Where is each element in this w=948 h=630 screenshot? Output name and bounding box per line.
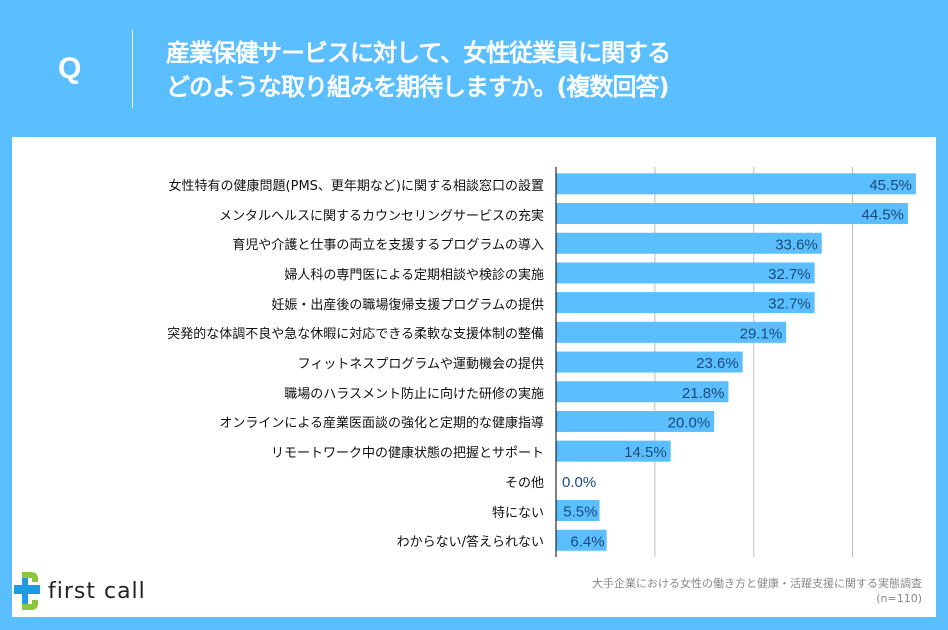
bar [556, 529, 607, 551]
category-label: 職場のハラスメント防止に向けた研修の実施 [284, 386, 544, 402]
data-label: 32.7% [768, 266, 811, 283]
data-label: 6.4% [570, 533, 604, 550]
title-line-2: どのような取り組みを期待しますか。(複数回答) [166, 73, 669, 101]
logo-cross-icon [14, 572, 40, 610]
data-label: 5.5% [563, 504, 597, 521]
bar [556, 381, 729, 403]
category-label: 妊娠・出産後の職場復帰支援プログラムの提供 [271, 297, 544, 313]
category-label: その他 [504, 475, 544, 491]
category-label: 女性特有の健康問題(PMS、更年期など)に関する相談窓口の設置 [168, 178, 544, 194]
bar [556, 440, 671, 462]
bar [556, 292, 815, 314]
first-call-logo: first call [14, 570, 146, 612]
question-header: Q 産業保健サービスに対して、女性従業員に関する どのような取り組みを期待します… [0, 0, 948, 137]
bar [556, 500, 600, 522]
title-line-1: 産業保健サービスに対して、女性従業員に関する [166, 39, 671, 67]
bar [556, 262, 815, 284]
category-label: 突発的な体調不良や急な休暇に対応できる柔軟な支援体制の整備 [167, 327, 544, 343]
category-labels: 女性特有の健康問題(PMS、更年期など)に関する相談窓口の設置メンタルヘルスに関… [12, 137, 544, 617]
bar [556, 410, 715, 432]
question-title: 産業保健サービスに対して、女性従業員に関する どのような取り組みを期待しますか。… [166, 36, 671, 104]
category-label: わからない/答えられない [396, 535, 544, 551]
data-label: 45.5% [869, 177, 912, 194]
category-label: リモートワーク中の健康状態の把握とサポート [270, 446, 544, 462]
bar-chart: 45.5% 44.5% 33.6% 32.7% 32.7% 29.1%23.6% 21.8%… [555, 167, 916, 557]
source-line-1: 大手企業における女性の働き方と健康・活躍支援に関する実態調査 [592, 577, 922, 590]
data-label: 23.6% [696, 355, 739, 372]
data-label: 14.5% [624, 444, 667, 461]
data-label: 20.0% [668, 414, 711, 431]
source-note: 大手企業における女性の働き方と健康・活躍支援に関する実態調査 (n=110) [592, 576, 922, 606]
data-label: 44.5% [861, 207, 904, 224]
header-divider [132, 30, 133, 108]
chart-panel: 女性特有の健康問題(PMS、更年期など)に関する相談窓口の設置メンタルヘルスに関… [12, 137, 936, 617]
question-mark: Q [58, 52, 82, 85]
data-label: 33.6% [775, 236, 818, 253]
category-label: フィットネスプログラムや運動機会の提供 [297, 357, 544, 373]
bar [556, 321, 787, 343]
bar [556, 232, 822, 254]
data-label: 29.1% [740, 325, 783, 342]
category-label: オンラインによる産業医面談の強化と定期的な健康指導 [219, 416, 544, 432]
category-label: メンタルヘルスに関するカウンセリングサービスの充実 [218, 208, 544, 224]
bar [556, 203, 908, 225]
logo-text: first call [48, 578, 146, 604]
data-label: 21.8% [682, 385, 725, 402]
category-label: 特にない [491, 505, 544, 521]
category-label: 育児や介護と仕事の両立を支援するプログラムの導入 [232, 238, 544, 254]
bar [556, 173, 916, 195]
bar [556, 351, 743, 373]
data-label: 0.0% [562, 474, 596, 491]
category-label: 婦人科の専門医による定期相談や検診の実施 [284, 267, 544, 283]
source-sample-size: (n=110) [876, 592, 922, 605]
data-label: 32.7% [768, 296, 811, 313]
